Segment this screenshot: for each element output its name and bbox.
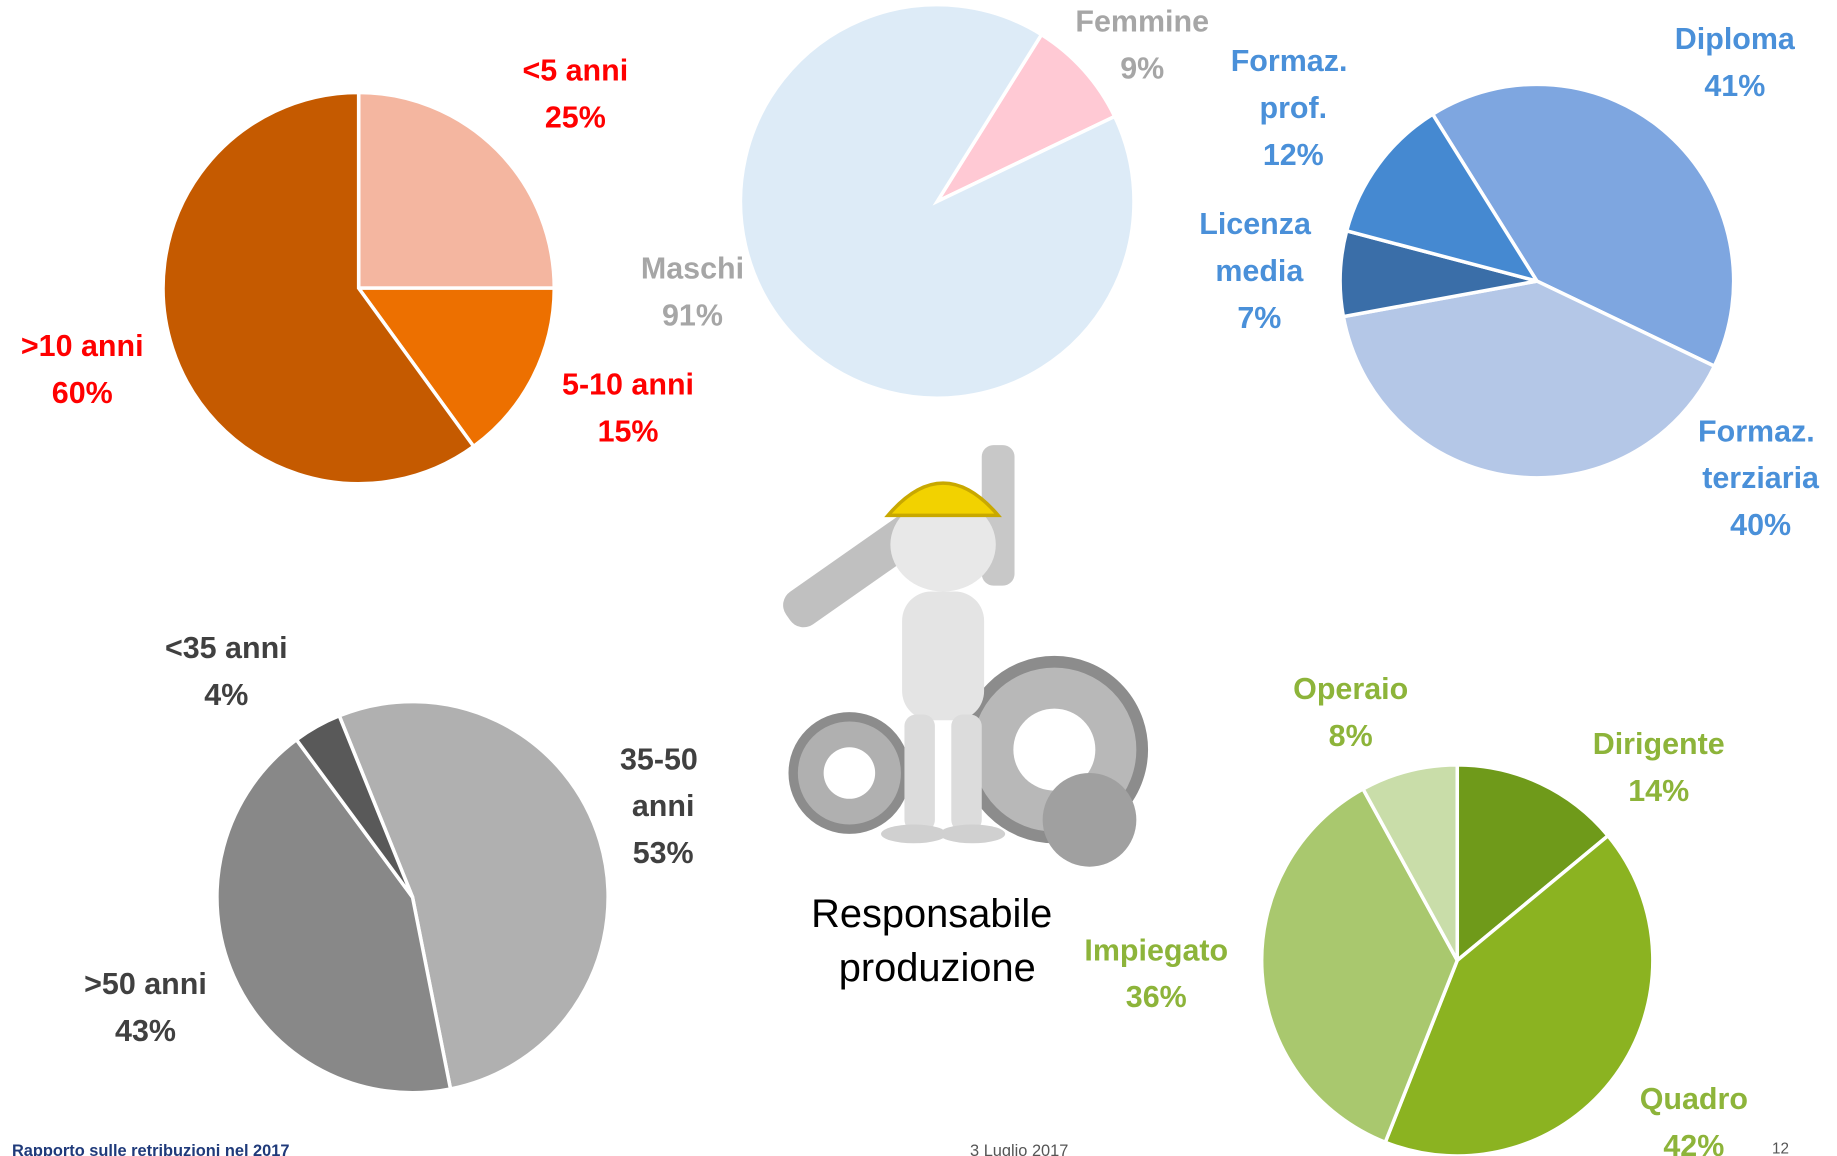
pie-slice: [738, 3, 1136, 400]
slice-value-label: 43%: [115, 1014, 176, 1048]
pie-slice: [1360, 763, 1460, 962]
slice-label: Diploma: [1675, 22, 1796, 56]
slice-label: Quadro: [1640, 1082, 1748, 1116]
pie-slice: [161, 90, 477, 486]
slice-label: Licenza media: [1199, 207, 1319, 288]
slice-value-label: 40%: [1730, 508, 1791, 542]
pie-slice: [1455, 763, 1611, 965]
slice-label: Femmine: [1075, 4, 1209, 38]
footer-source: Rapporto sulle retribuzioni nel 2017: [12, 1142, 290, 1156]
slice-value-label: 36%: [1126, 980, 1187, 1014]
slice-value-label: 8%: [1329, 719, 1373, 753]
pie-slice: [1259, 786, 1460, 1145]
slice-label: Formaz. terziaria: [1698, 414, 1823, 495]
caption: Responsabile produzione: [811, 891, 1063, 989]
slice-label: >50 anni: [84, 967, 207, 1001]
slice-label: 5-10 anni: [562, 368, 694, 402]
slice-value-label: 42%: [1663, 1129, 1724, 1156]
pie-slice: [294, 713, 415, 899]
pie-slice: [336, 699, 610, 1092]
slice-label: Operaio: [1293, 672, 1408, 706]
pie-slice: [355, 286, 557, 449]
pie-slice: [1430, 82, 1736, 369]
slice-label: <35 anni: [165, 631, 288, 665]
page-number: 12: [1772, 1141, 1789, 1156]
slice-value-label: 9%: [1120, 51, 1164, 85]
slice-label: <5 anni: [522, 54, 628, 88]
slice-label: Formaz. prof.: [1231, 44, 1356, 125]
slice-value-label: 7%: [1237, 301, 1281, 335]
illustration: [783, 445, 1149, 867]
slice-value-label: 53%: [633, 836, 694, 870]
pie-slice: [356, 90, 557, 290]
slice-value-label: 12%: [1263, 138, 1324, 172]
slice-value-label: 91%: [662, 298, 723, 332]
pie-slice: [215, 737, 453, 1095]
slice-label: Dirigente: [1593, 727, 1725, 761]
pie-slice: [932, 32, 1118, 206]
slice-value-label: 15%: [598, 414, 659, 448]
slice-value-label: 25%: [545, 101, 606, 135]
slice-value-label: 4%: [204, 678, 248, 712]
slice-value-label: 14%: [1628, 774, 1689, 808]
pie-slice: [1344, 111, 1541, 284]
footer-date: 3 Luglio 2017: [970, 1142, 1068, 1156]
slice-label: 35-50 anni: [620, 742, 706, 823]
pie-slice: [1341, 279, 1717, 480]
slice-label: >10 anni: [21, 329, 144, 363]
slice-label: Impiegato: [1084, 933, 1228, 967]
slice-value-label: 60%: [52, 376, 113, 410]
slice-label: Maschi: [641, 252, 744, 286]
slice-value-label: 41%: [1704, 69, 1765, 103]
